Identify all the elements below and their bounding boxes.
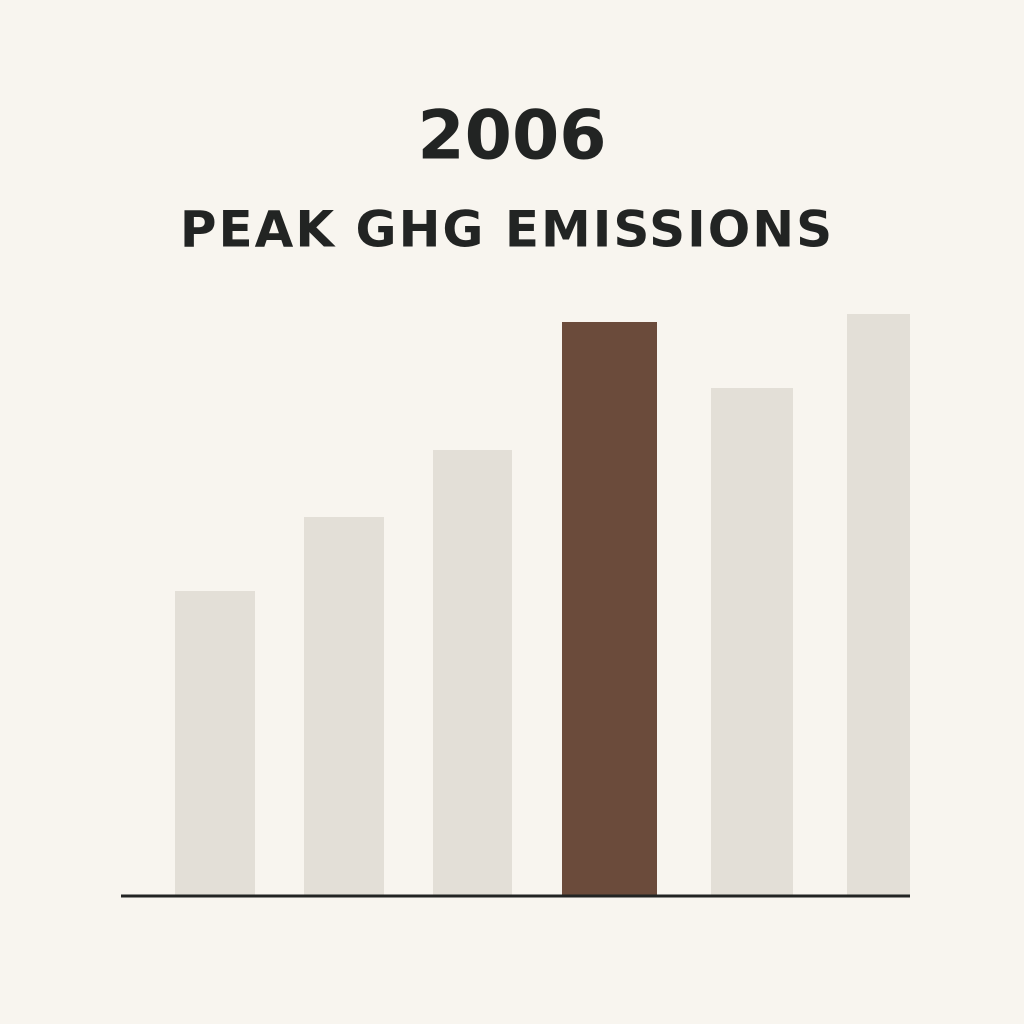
bar (562, 322, 657, 895)
bar (847, 314, 910, 895)
chart-title: 2006 (417, 97, 606, 176)
bar (175, 591, 255, 895)
chart-subtitle: PEAK GHG EMISSIONS (180, 201, 834, 259)
bar (304, 517, 384, 895)
bar (433, 450, 512, 895)
bar (711, 388, 793, 895)
